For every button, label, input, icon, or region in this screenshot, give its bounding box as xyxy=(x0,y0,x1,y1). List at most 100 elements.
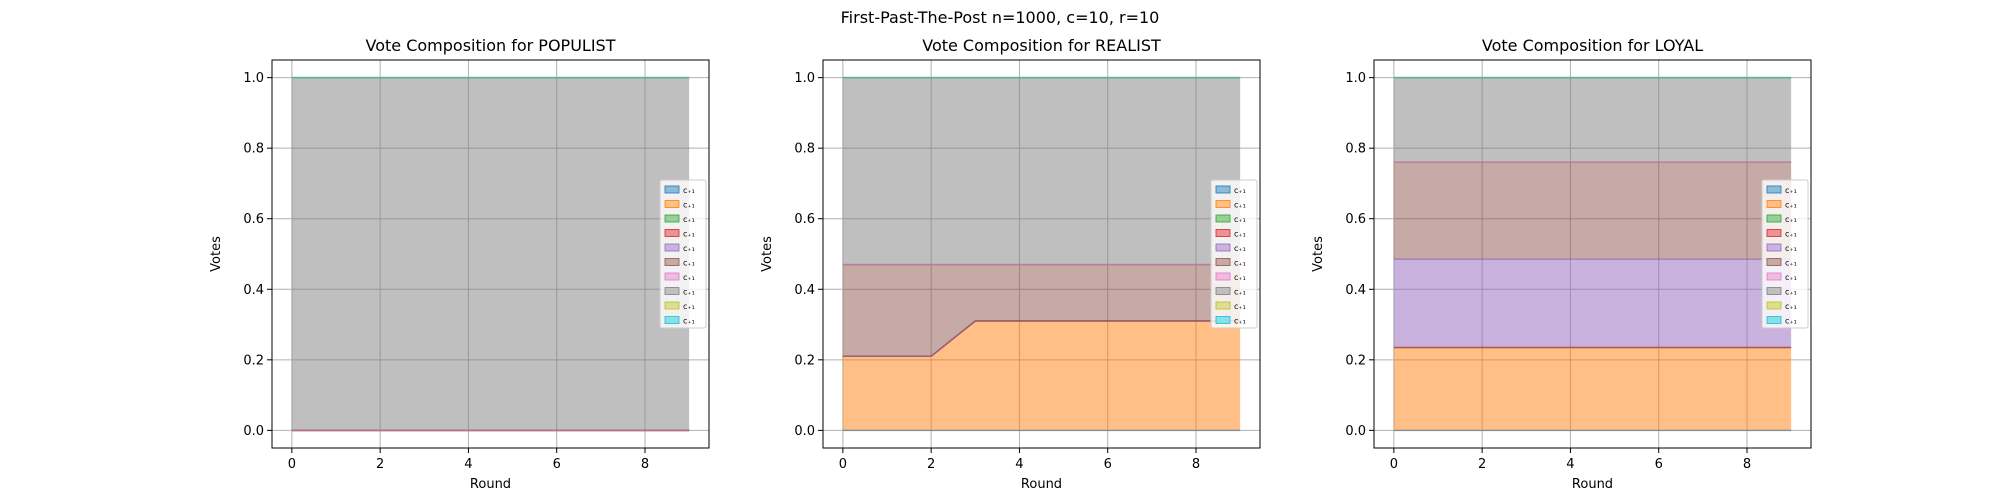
chart-panel-1: 0 2 4 6 8 0.0 0.2 0.4 0.6 0.8 1.0 Vote Composition … xyxy=(209,36,710,492)
legend-label-5: c₊₁ xyxy=(1785,244,1797,253)
legend-swatch-2 xyxy=(664,200,680,208)
y-tick-label: 0.0 xyxy=(794,424,815,439)
x-axis: 0 2 4 6 8 xyxy=(288,448,649,472)
x-axis: 0 2 4 6 8 xyxy=(839,448,1200,472)
legend-label-9: c₊₁ xyxy=(683,302,695,311)
x-tick-label: 6 xyxy=(1655,457,1663,472)
x-tick-label: 4 xyxy=(464,457,472,472)
y-axis-label: Votes xyxy=(760,236,775,272)
legend-label-10: c₊₁ xyxy=(683,317,695,326)
legend-label-7: c₊₁ xyxy=(1785,273,1797,282)
legend-label-1: c₊₁ xyxy=(683,186,695,195)
y-tick-label: 0.4 xyxy=(794,283,815,298)
y-axis: 0.0 0.2 0.4 0.6 0.8 1.0 xyxy=(794,71,823,439)
legend-label-7: c₊₁ xyxy=(683,273,695,282)
legend-swatch-4 xyxy=(664,229,680,237)
y-tick-label: 0.8 xyxy=(794,142,815,157)
legend-label-5: c₊₁ xyxy=(683,244,695,253)
y-tick-label: 0.4 xyxy=(1345,283,1366,298)
legend-swatch-9 xyxy=(1766,301,1782,310)
y-tick-label: 0.0 xyxy=(1345,424,1366,439)
axes-frame xyxy=(1373,59,1812,449)
legend: c₊₁ c₊₁ c₊₁ c₊₁ c₊₁ c₊₁ c₊₁ c₊₁ c₊₁ c₊₁ xyxy=(1210,179,1258,329)
legend-label-10: c₊₁ xyxy=(1234,317,1246,326)
y-axis-label: Votes xyxy=(1311,236,1326,272)
chart-panel-2: 0 2 4 6 8 0.0 0.2 0.4 0.6 0.8 1.0 Vote Composition … xyxy=(760,36,1261,492)
legend-label-1: c₊₁ xyxy=(1234,186,1246,195)
y-tick-label: 0.8 xyxy=(1345,142,1366,157)
axes-frame xyxy=(271,59,710,449)
x-tick-label: 8 xyxy=(1192,457,1200,472)
x-axis: 0 2 4 6 8 xyxy=(1390,448,1751,472)
legend-swatch-2 xyxy=(1215,200,1231,208)
y-tick-label: 0.6 xyxy=(794,212,815,227)
legend-swatch-7 xyxy=(1215,272,1231,281)
x-tick-label: 6 xyxy=(1104,457,1112,472)
legend-swatch-10 xyxy=(664,316,680,324)
stacked-areas xyxy=(1393,76,1792,432)
legend-swatch-5 xyxy=(1766,243,1782,252)
legend-swatch-4 xyxy=(1766,229,1782,237)
legend-swatch-10 xyxy=(1215,316,1231,324)
legend: c₊₁ c₊₁ c₊₁ c₊₁ c₊₁ c₊₁ c₊₁ c₊₁ c₊₁ c₊₁ xyxy=(659,179,707,329)
area-series-6 xyxy=(842,264,1241,357)
legend-swatch-1 xyxy=(664,185,680,194)
legend-label-9: c₊₁ xyxy=(1785,302,1797,311)
legend-swatch-7 xyxy=(1766,272,1782,281)
chart-title: Vote Composition for LOYAL xyxy=(1482,36,1703,55)
legend-label-8: c₊₁ xyxy=(1785,288,1797,297)
legend-label-4: c₊₁ xyxy=(683,230,695,239)
legend: c₊₁ c₊₁ c₊₁ c₊₁ c₊₁ c₊₁ c₊₁ c₊₁ c₊₁ c₊₁ xyxy=(1761,179,1809,329)
legend-label-1: c₊₁ xyxy=(1785,186,1797,195)
legend-swatch-8 xyxy=(1766,287,1782,295)
legend-swatch-7 xyxy=(664,272,680,281)
x-axis-label: Round xyxy=(470,477,511,492)
x-tick-label: 4 xyxy=(1015,457,1023,472)
x-tick-label: 2 xyxy=(1478,457,1486,472)
chart-panel-3: 0 2 4 6 8 0.0 0.2 0.4 0.6 0.8 1.0 Vote Composition … xyxy=(1311,36,1812,492)
area-series-8 xyxy=(842,77,1241,265)
legend-label-3: c₊₁ xyxy=(683,215,695,224)
legend-label-6: c₊₁ xyxy=(1785,259,1797,268)
y-tick-label: 0.2 xyxy=(243,353,264,368)
legend-swatch-8 xyxy=(1215,287,1231,295)
stacked-areas xyxy=(291,76,690,432)
legend-label-7: c₊₁ xyxy=(1234,273,1246,282)
y-axis: 0.0 0.2 0.4 0.6 0.8 1.0 xyxy=(1345,71,1374,439)
y-tick-label: 0.6 xyxy=(1345,212,1366,227)
x-tick-label: 2 xyxy=(927,457,935,472)
legend-label-2: c₊₁ xyxy=(1234,201,1246,210)
stacked-areas xyxy=(842,76,1241,432)
chart-title: Vote Composition for POPULIST xyxy=(366,36,616,55)
legend-label-3: c₊₁ xyxy=(1234,215,1246,224)
legend-label-4: c₊₁ xyxy=(1785,230,1797,239)
legend-label-6: c₊₁ xyxy=(1234,259,1246,268)
area-series-6 xyxy=(1393,162,1792,260)
y-tick-label: 1.0 xyxy=(1345,71,1366,86)
y-tick-label: 0.0 xyxy=(243,424,264,439)
x-tick-label: 8 xyxy=(641,457,649,472)
area-series-8 xyxy=(291,77,690,431)
x-tick-label: 2 xyxy=(376,457,384,472)
legend-swatch-9 xyxy=(1215,301,1231,310)
legend-label-5: c₊₁ xyxy=(1234,244,1246,253)
legend-label-4: c₊₁ xyxy=(1234,230,1246,239)
x-tick-label: 0 xyxy=(839,457,847,472)
y-tick-label: 0.4 xyxy=(243,283,264,298)
legend-swatch-4 xyxy=(1215,229,1231,237)
y-tick-label: 1.0 xyxy=(794,71,815,86)
area-series-5 xyxy=(1393,259,1792,348)
figure-suptitle: First-Past-The-Post n=1000, c=10, r=10 xyxy=(841,8,1160,27)
legend-swatch-3 xyxy=(1215,214,1231,223)
chart-title: Vote Composition for REALIST xyxy=(922,36,1161,55)
legend-label-6: c₊₁ xyxy=(683,259,695,268)
y-tick-label: 0.2 xyxy=(794,353,815,368)
legend-label-2: c₊₁ xyxy=(683,201,695,210)
legend-label-8: c₊₁ xyxy=(683,288,695,297)
legend-swatch-6 xyxy=(664,258,680,266)
legend-swatch-8 xyxy=(664,287,680,295)
legend-label-3: c₊₁ xyxy=(1785,215,1797,224)
y-axis: 0.0 0.2 0.4 0.6 0.8 1.0 xyxy=(243,71,272,439)
legend-label-9: c₊₁ xyxy=(1234,302,1246,311)
